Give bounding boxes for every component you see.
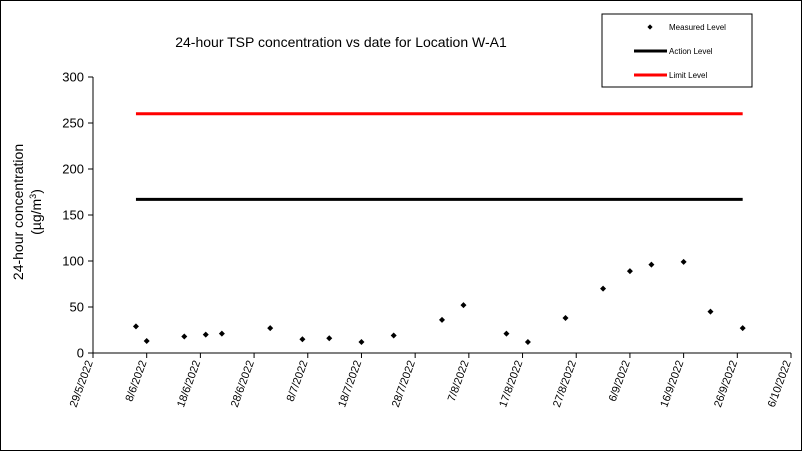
data-point [524, 338, 531, 345]
x-tick-label: 17/8/2022 [497, 359, 525, 409]
x-tick-label: 16/9/2022 [658, 359, 686, 409]
y-axis-label-prefix: (µg/m [28, 199, 44, 235]
x-tick-label: 8/7/2022 [285, 359, 311, 403]
x-tick-label: 28/7/2022 [390, 359, 418, 409]
x-tick-label: 29/5/2022 [68, 359, 96, 409]
data-point [439, 316, 445, 323]
legend-swatch-measured-level [647, 24, 653, 30]
legend-label-action-level: Action Level [669, 47, 713, 56]
x-tick-label: 8/6/2022 [124, 359, 150, 403]
data-point [326, 335, 333, 342]
y-tick-label: 250 [62, 116, 84, 131]
y-axis-label-line-2: (µg/m3) [28, 189, 44, 235]
data-point [181, 333, 188, 340]
data-point [626, 268, 633, 275]
chart-title: 24-hour TSP concentration vs date for Lo… [175, 34, 507, 50]
y-tick-label: 150 [62, 208, 84, 223]
x-tick-label: 18/6/2022 [175, 359, 203, 409]
data-point [218, 330, 225, 337]
x-tick-label: 6/10/2022 [766, 359, 794, 409]
x-tick-label: 18/7/2022 [336, 359, 364, 409]
data-point [680, 258, 687, 265]
legend-box [601, 13, 753, 88]
y-axis-label-line-1: 24-hour concentration [10, 144, 26, 280]
x-tick-label: 27/8/2022 [551, 359, 579, 409]
data-point [562, 315, 569, 322]
data-point [739, 325, 746, 332]
data-point [202, 331, 209, 338]
x-tick-label: 28/6/2022 [229, 359, 257, 409]
data-point [267, 325, 274, 332]
data-point [358, 338, 365, 345]
y-tick-label: 0 [77, 346, 84, 361]
x-tick-label: 6/9/2022 [607, 359, 633, 403]
y-tick-label: 200 [62, 162, 84, 177]
data-point [390, 332, 397, 339]
data-point [460, 302, 467, 309]
legend-label-limit-level: Limit Level [669, 71, 707, 80]
y-axis-label-suffix: ) [28, 189, 44, 194]
y-tick-label: 100 [62, 254, 84, 269]
data-point [299, 336, 306, 343]
data-point [503, 330, 510, 337]
y-axis-label-superscript: 3 [28, 194, 38, 199]
x-tick-label: 7/8/2022 [446, 359, 472, 403]
data-point [143, 338, 150, 345]
axes: 0 50 100 150 200 250 300 29/5/2022 8/6/2022 18/6/… [62, 70, 794, 410]
plot-area [132, 112, 746, 345]
data-point [707, 308, 714, 315]
legend-label-measured-level: Measured Level [669, 23, 726, 32]
y-tick-label: 300 [62, 70, 84, 85]
data-point [132, 323, 139, 330]
x-tick-label: 26/9/2022 [712, 359, 740, 409]
data-point [600, 285, 607, 292]
y-tick-label: 50 [70, 300, 84, 315]
data-point [648, 261, 655, 268]
legend: Measured Level Action Level Limit Level [601, 13, 753, 88]
